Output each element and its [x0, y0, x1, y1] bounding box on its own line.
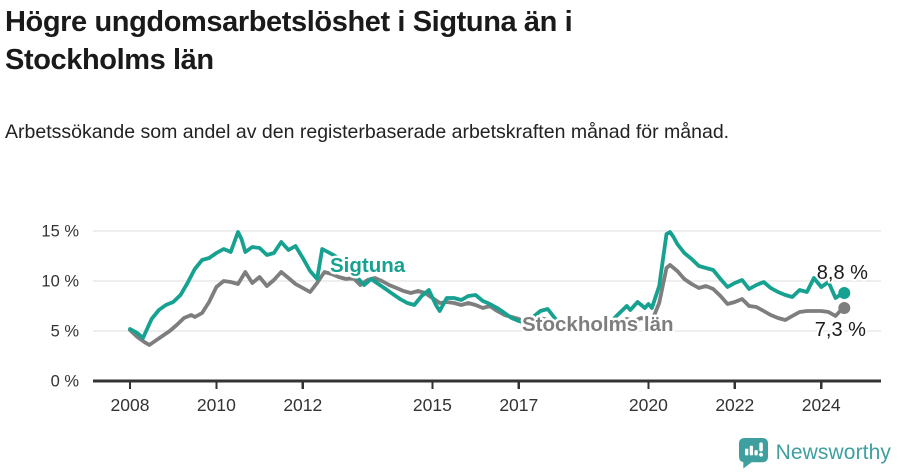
newsworthy-logo-text: Newsworthy — [775, 441, 891, 464]
x-tick-label: 2015 — [413, 395, 452, 415]
y-tick-label: 15 % — [41, 223, 79, 241]
value-label-stockholms-l-n: 7,3 % — [815, 319, 866, 341]
value-label-sigtuna: 8,8 % — [817, 262, 868, 284]
series-end-dot-sigtuna — [838, 287, 851, 299]
chart-subtitle: Arbetssökande som andel av den registerb… — [5, 121, 730, 143]
y-tick-label: 0 % — [51, 373, 80, 391]
x-tick-label: 2012 — [283, 395, 322, 415]
x-tick-label: 2024 — [802, 395, 841, 415]
series-line-stockholms-l-n — [128, 263, 845, 347]
series-label-stockholms-l-n: Stockholms län — [522, 313, 674, 336]
x-tick-label: 2008 — [111, 395, 150, 415]
newsworthy-logo-icon — [738, 437, 768, 469]
newsworthy-logo[interactable]: Newsworthy — [738, 437, 891, 469]
x-tick-label: 2010 — [197, 395, 236, 415]
y-tick-label: 10 % — [41, 273, 79, 291]
series-line-sigtuna — [128, 230, 845, 340]
x-tick-label: 2020 — [629, 395, 668, 415]
x-tick-label: 2017 — [499, 395, 538, 415]
series-end-dot-stockholms-l-n — [838, 302, 851, 314]
x-tick-label: 2022 — [715, 395, 754, 415]
chart-title: Högre ungdomsarbetslöshet i Sigtuna än i… — [5, 6, 573, 77]
series-label-sigtuna: Sigtuna — [330, 254, 406, 277]
y-tick-label: 5 % — [51, 323, 80, 341]
